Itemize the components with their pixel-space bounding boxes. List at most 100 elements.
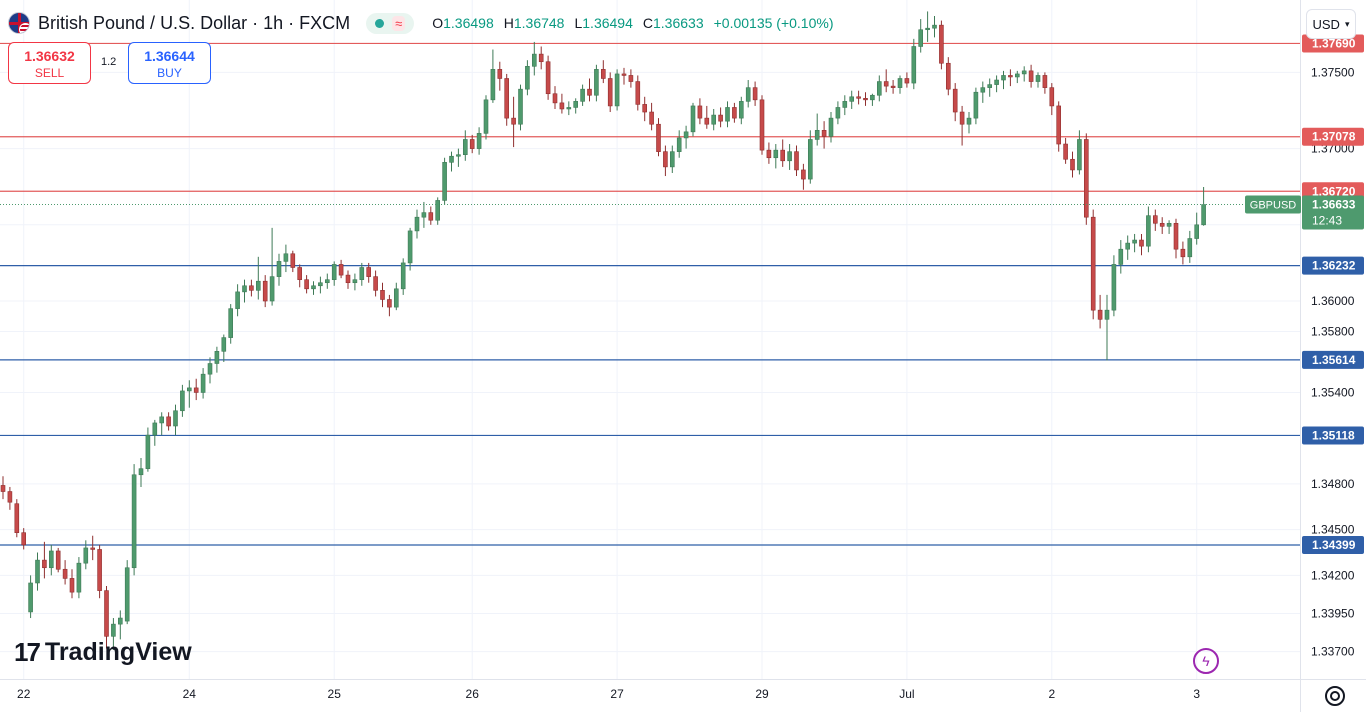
- ohlc-legend: O1.36498 H1.36748 L1.36494 C1.36633 +0.0…: [432, 15, 833, 31]
- candle-body: [807, 139, 813, 180]
- candle-body: [518, 88, 523, 125]
- candle-body: [1194, 224, 1199, 239]
- candle-body: [504, 78, 510, 119]
- candle-body: [249, 285, 254, 291]
- symbol-tag-text: GBPUSD: [1250, 200, 1297, 212]
- candle-body: [525, 65, 530, 90]
- candle-body: [221, 337, 227, 352]
- candle-body: [1173, 222, 1179, 250]
- candle-body: [200, 373, 206, 393]
- candle-body: [1111, 264, 1117, 311]
- candle-body: [490, 69, 496, 101]
- candle-body: [48, 550, 54, 569]
- candle-body: [842, 101, 848, 108]
- candle-body: [7, 491, 13, 503]
- candle-body: [380, 290, 385, 300]
- candle-body: [28, 582, 33, 613]
- candle-body: [669, 151, 675, 168]
- candle-body: [787, 151, 792, 162]
- candle-body: [1070, 158, 1075, 171]
- candle-body: [738, 101, 744, 119]
- price-tick-label: 1.35800: [1311, 324, 1355, 338]
- price-tick-label: 1.33950: [1311, 606, 1355, 620]
- candle-body: [897, 78, 903, 88]
- candle-body: [407, 230, 413, 264]
- brand-name: TradingView: [44, 638, 192, 666]
- candle-body: [442, 162, 447, 201]
- candle-body: [483, 99, 489, 134]
- date-tick-label: 25: [328, 687, 342, 701]
- candle-body: [387, 299, 392, 308]
- candle-body: [366, 267, 372, 277]
- candle-body: [600, 69, 606, 79]
- candle-body: [656, 123, 661, 152]
- candle-body: [1049, 87, 1055, 107]
- candle-body: [745, 87, 751, 102]
- market-status[interactable]: ≈: [366, 12, 415, 34]
- candle-body: [193, 387, 199, 393]
- level-label-bg: [1302, 127, 1364, 146]
- candle-body: [269, 276, 275, 302]
- tradingview-logo[interactable]: 17 TradingView: [14, 637, 192, 668]
- candle-body: [759, 99, 765, 151]
- candle-body: [173, 410, 178, 427]
- sell-button[interactable]: 1.36632 SELL: [8, 42, 91, 84]
- sell-price: 1.36632: [24, 48, 75, 64]
- tradingview-mark-icon: 17: [14, 637, 41, 667]
- date-tick-label: 2: [1048, 687, 1055, 701]
- candle-body: [255, 280, 261, 291]
- candle-body: [594, 69, 599, 96]
- candle-body: [1146, 215, 1151, 247]
- candle-body: [801, 169, 806, 180]
- date-tick-label: 22: [17, 687, 31, 701]
- candle-body: [911, 46, 917, 84]
- candle-body: [359, 267, 365, 280]
- candle-body: [732, 107, 737, 119]
- candle-body: [1180, 248, 1186, 258]
- last-price-bg: [1302, 195, 1364, 230]
- candle-body: [69, 578, 75, 593]
- candle-body: [973, 91, 979, 119]
- buy-button[interactable]: 1.36644 BUY: [128, 42, 211, 84]
- candle-body: [21, 532, 27, 546]
- candle-body: [55, 550, 61, 570]
- candle-body: [469, 139, 475, 149]
- price-axis: 1.375001.370001.365001.360001.358001.354…: [1311, 65, 1355, 658]
- price-tick-label: 1.37500: [1311, 65, 1355, 79]
- currency-selector[interactable]: USD ▾: [1306, 9, 1356, 39]
- candle-body: [352, 279, 358, 284]
- candle-body: [1166, 222, 1172, 227]
- gear-icon[interactable]: [1325, 686, 1345, 706]
- candle-body: [283, 253, 289, 262]
- candle-body: [449, 155, 454, 163]
- candle-body: [152, 422, 158, 436]
- lightning-icon[interactable]: ϟ: [1193, 648, 1219, 674]
- candle-body: [876, 81, 882, 96]
- candle-body: [118, 617, 123, 625]
- candle-body: [711, 114, 717, 125]
- chevron-down-icon: ▾: [1344, 18, 1350, 29]
- price-tick-label: 1.34800: [1311, 477, 1355, 491]
- candle-body: [628, 75, 634, 82]
- candle-body: [649, 111, 654, 125]
- candle-body: [1001, 75, 1006, 81]
- candle-body: [1084, 139, 1089, 218]
- candle-body: [939, 24, 944, 64]
- date-tick-label: Jul: [899, 687, 914, 701]
- ohlc-low: L1.36494: [574, 15, 633, 31]
- price-tick-label: 1.33700: [1311, 645, 1355, 659]
- candle-body: [124, 567, 130, 622]
- candle-body: [814, 130, 820, 140]
- candle-body: [1008, 75, 1013, 78]
- ohlc-open: O1.36498: [432, 15, 494, 31]
- candle-body: [1035, 75, 1041, 82]
- candle-body: [324, 279, 330, 284]
- symbol-title[interactable]: British Pound / U.S. Dollar · 1h · FXCM: [38, 12, 351, 33]
- candle-body: [83, 547, 89, 564]
- candle-body: [1125, 242, 1130, 250]
- candle-body: [262, 280, 268, 302]
- candle-body: [1090, 216, 1096, 311]
- candle-body: [883, 81, 889, 87]
- candle-body: [138, 468, 144, 476]
